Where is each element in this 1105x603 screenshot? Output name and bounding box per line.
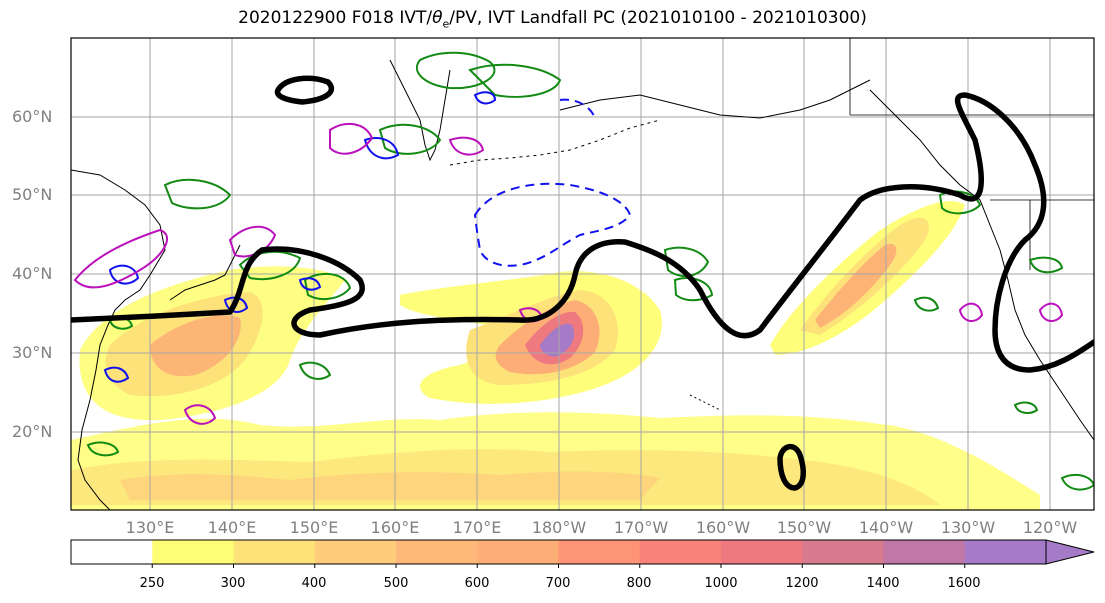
- colorbar-segment: [802, 540, 884, 564]
- lat-label-60n: 60°N: [12, 107, 53, 126]
- lon-label-140e: 140°E: [207, 518, 257, 537]
- ivt-fill-east-ar-core: [815, 243, 897, 328]
- lon-label-170e: 170°E: [452, 518, 502, 537]
- coastline-north-america: [869, 89, 1094, 441]
- lon-label-120w: 120°W: [1022, 518, 1078, 537]
- colorbar-tick-label: 1400: [866, 576, 900, 591]
- lat-label-20n: 20°N: [12, 422, 53, 441]
- coastline-hawaii: [689, 394, 721, 411]
- ivt-pc-tropical-loop: [777, 444, 807, 491]
- colorbar-segment: [558, 540, 641, 564]
- graticule: [71, 38, 1094, 510]
- plot-area: [71, 38, 1094, 510]
- lat-label-50n: 50°N: [12, 185, 53, 204]
- map-frame: [70, 37, 1095, 511]
- colorbar-segment: [964, 540, 1047, 564]
- colorbar-tick-label: 1600: [947, 576, 981, 591]
- coastline-japan: [169, 244, 241, 301]
- colorbar-tick-label: 600: [464, 576, 490, 591]
- colorbar-segment: [639, 540, 722, 564]
- lon-label-180w: 180°W: [531, 518, 587, 537]
- lon-label-140w: 140°W: [858, 518, 914, 537]
- lon-label-130w: 130°W: [940, 518, 996, 537]
- lat-label-30n: 30°N: [12, 343, 53, 362]
- coastline-aleutians: [449, 119, 661, 166]
- theta-contours-blue: [103, 91, 632, 383]
- lon-label-130e: 130°E: [125, 518, 175, 537]
- theta-dashed-contour: [473, 182, 632, 267]
- state-borders: [849, 38, 1094, 270]
- colorbar-segment: [71, 540, 153, 564]
- colorbar-frame: [70, 539, 1047, 565]
- colorbar-tick-label: 800: [626, 576, 652, 591]
- ivt-shading: [71, 201, 1040, 510]
- colorbar-segment: [314, 540, 397, 564]
- ivt-fill-central-ar-peak: [540, 323, 575, 357]
- colorbar-tick-label: 400: [301, 576, 327, 591]
- colorbar-tick-label: 1000: [704, 576, 738, 591]
- colorbar-segment: [396, 540, 478, 564]
- colorbar-segment: [477, 540, 559, 564]
- coastline-alaska: [559, 79, 871, 119]
- lon-label-160w: 160°W: [695, 518, 751, 537]
- colorbar-segment: [152, 540, 234, 564]
- colorbar-tick-label: 1200: [785, 576, 819, 591]
- map-title: 2020122900 F018 IVT/θe/PV, IVT Landfall …: [238, 8, 867, 31]
- coastline-kamchatka: [389, 59, 451, 162]
- lon-label-150w: 150°W: [776, 518, 832, 537]
- ivt-pc-alaska-loop: [274, 75, 335, 105]
- colorbar-segments: [71, 540, 1047, 568]
- lon-label-150e: 150°E: [289, 518, 339, 537]
- coastlines: [71, 38, 1094, 510]
- colorbar-tick-label: 500: [383, 576, 409, 591]
- colorbar-tick-label: 250: [139, 576, 165, 591]
- colorbar-segment: [721, 540, 803, 564]
- colorbar: [70, 539, 1095, 568]
- colorbar-tick-label: 300: [220, 576, 246, 591]
- lat-label-40n: 40°N: [12, 264, 53, 283]
- coastline-asia: [71, 169, 166, 510]
- colorbar-tick-label: 700: [545, 576, 571, 591]
- ivt-fill-tropical-core: [120, 471, 660, 500]
- ivt-fill-west-ar-core: [150, 315, 241, 377]
- lon-label-170w: 170°W: [613, 518, 669, 537]
- colorbar-segment: [883, 540, 966, 564]
- colorbar-extend-arrow: [1045, 539, 1095, 565]
- ivt-pc-contours: [71, 75, 1094, 491]
- colorbar-segment: [233, 540, 316, 564]
- lon-label-160e: 160°E: [370, 518, 420, 537]
- ivt-pc-main-contour: [71, 92, 1094, 373]
